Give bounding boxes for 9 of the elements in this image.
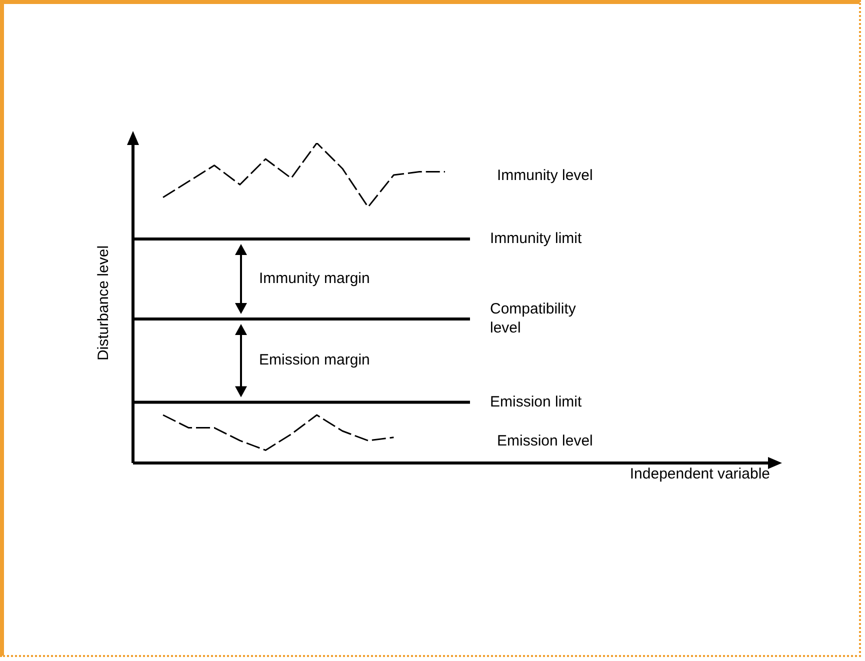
text: Independent variable [630, 466, 770, 483]
text: Immunity level [497, 166, 593, 184]
ref-line-label: Emission limit [490, 393, 583, 410]
annotation: Immunity margin [259, 270, 370, 288]
ref-line-label: Compatibility level [490, 300, 576, 337]
text: Emission level [497, 432, 593, 450]
ref-line-label: Immunity limit [490, 230, 582, 248]
y-axis-title: Disturbance level [95, 245, 112, 361]
annotation: Emission margin [259, 352, 370, 369]
